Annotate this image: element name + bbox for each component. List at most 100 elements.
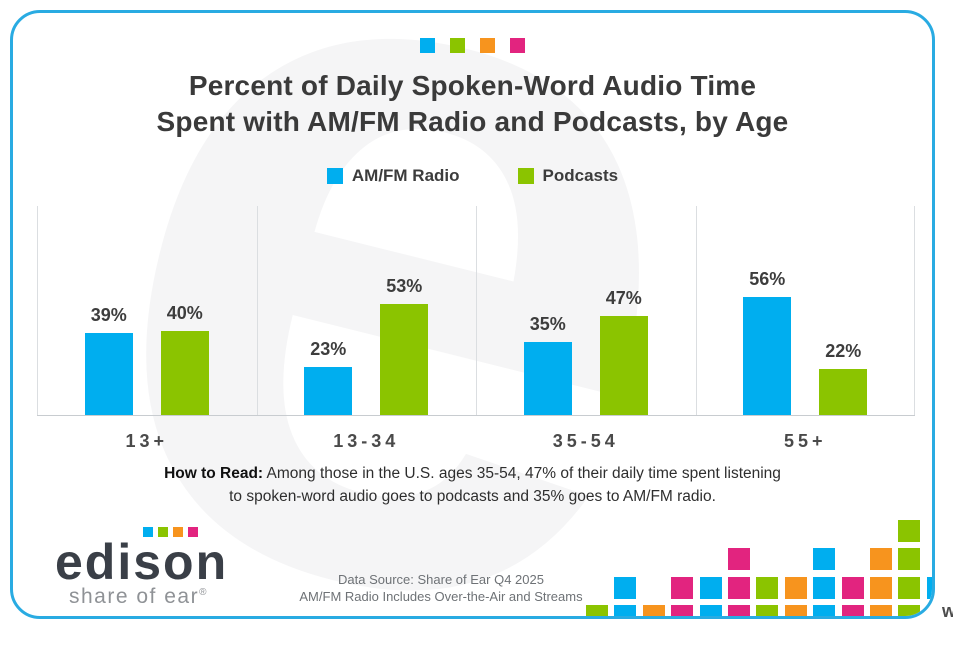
legend-label: Podcasts [542, 166, 619, 185]
equalizer-square [756, 605, 779, 616]
bar-am-fm-radio: 39% [84, 305, 133, 415]
bar-rect [304, 366, 353, 415]
legend-label: AM/FM Radio [351, 166, 460, 185]
equalizer-square [784, 576, 807, 599]
legend-swatch [326, 168, 343, 184]
equalizer-square [699, 605, 722, 616]
bar-value-label: 47% [605, 288, 642, 309]
logo-subtitle: share of ear® [69, 585, 270, 609]
bar-value-label: 39% [90, 305, 127, 326]
equalizer-square [813, 605, 836, 616]
data-source: Data Source: Share of Ear Q4 2025 AM/FM … [231, 571, 651, 605]
logo-accent-square [143, 527, 153, 537]
logo-wordmark: edison [55, 534, 229, 590]
bar-rect [380, 303, 429, 415]
bar-rect [743, 297, 792, 415]
bar-rect [819, 368, 868, 415]
title-line-2: Spent with AM/FM Radio and Podcasts, by … [156, 106, 789, 137]
plot-divider [914, 206, 915, 415]
legend-item-am-fm-radio: AM/FM Radio [326, 166, 460, 186]
equalizer-square [614, 576, 637, 599]
equalizer-square [841, 576, 864, 599]
plot-divider [256, 206, 258, 415]
equalizer-square [813, 576, 836, 599]
accent-square [480, 38, 495, 53]
equalizer-square [898, 576, 921, 599]
bar-am-fm-radio: 23% [304, 338, 353, 415]
plot-divider [476, 206, 477, 415]
equalizer-square [728, 548, 750, 571]
logo-accent-squares [143, 527, 270, 537]
bar-am-fm-radio: 35% [523, 313, 572, 415]
equalizer-square [813, 548, 836, 571]
equalizer-square [784, 605, 807, 616]
bar-value-label: 22% [825, 340, 862, 361]
equalizer-square [870, 576, 892, 599]
bar-value-label: 56% [749, 269, 786, 290]
category-label: 13+ [125, 431, 169, 451]
equalizer-square [728, 576, 750, 599]
chart-legend: AM/FM Radio Podcasts [13, 166, 932, 186]
category-label: 13-34 [333, 431, 400, 451]
equalizer-square [870, 605, 892, 616]
edison-logo: edison share of ear® [55, 527, 270, 609]
logo-accent-square [158, 527, 168, 537]
chart-card: e Percent of Daily Spoken-Word Audio Tim… [10, 10, 935, 619]
data-source-line-2: AM/FM Radio Includes Over-the-Air and St… [299, 589, 583, 604]
equalizer-square [586, 605, 608, 616]
equalizer-square [926, 576, 932, 599]
bar-group-13-34: 23% 53% [257, 206, 477, 415]
how-to-read: How to Read: Among those in the U.S. age… [13, 462, 932, 508]
how-to-read-line-2: to spoken-word audio goes to podcasts an… [229, 488, 716, 505]
category-label: 55+ [783, 431, 827, 451]
plot-divider [695, 206, 697, 415]
equalizer-square [756, 576, 779, 599]
legend-item-podcasts: Podcasts [517, 166, 619, 186]
category-labels: 13+ 13-34 35-54 55+ [37, 431, 915, 452]
legend-swatch [517, 168, 534, 184]
equalizer-square [898, 519, 921, 542]
logo-accent-square [188, 527, 198, 537]
bar-rect [160, 331, 209, 415]
chart-title: Percent of Daily Spoken-Word Audio Time … [13, 68, 932, 140]
bar-group-35-54: 35% 47% [476, 206, 696, 415]
bar-value-label: 35% [529, 313, 566, 334]
equalizer-square [699, 576, 722, 599]
equalizer-square [614, 605, 637, 616]
bar-rect [523, 341, 572, 415]
logo-accent-square [173, 527, 183, 537]
bar-rect [599, 316, 648, 415]
bar-podcasts: 22% [819, 340, 868, 415]
plot-divider [37, 206, 38, 415]
title-line-1: Percent of Daily Spoken-Word Audio Time [188, 70, 757, 101]
accent-square [420, 38, 435, 53]
category-label: 35-54 [552, 431, 619, 451]
registered-mark: ® [199, 587, 207, 598]
bar-group-55+: 56% 22% [696, 206, 916, 415]
plot-area: 39% 40% 23% 53% 35% 47% 56% 22% [37, 206, 915, 416]
accent-square [510, 38, 525, 53]
accent-squares-row [13, 38, 932, 53]
equalizer-decoration [586, 487, 932, 616]
equalizer-square [870, 548, 892, 571]
how-to-read-line-1: Among those in the U.S. ages 35-54, 47% … [266, 465, 781, 482]
data-source-line-1: Data Source: Share of Ear Q4 2025 [338, 572, 544, 587]
bar-value-label: 40% [166, 303, 203, 323]
accent-square [450, 38, 465, 53]
equalizer-square [898, 548, 921, 571]
bar-podcasts: 47% [599, 288, 648, 415]
equalizer-square [671, 576, 694, 599]
bar-group-13+: 39% 40% [37, 206, 257, 415]
bar-rect [84, 333, 133, 415]
bar-podcasts: 40% [160, 303, 209, 415]
bar-am-fm-radio: 56% [743, 269, 792, 415]
equalizer-square [926, 605, 932, 616]
equalizer-square [898, 605, 921, 616]
equalizer-square [841, 605, 864, 616]
logo-subtitle-text: share of ear [69, 585, 200, 608]
bar-podcasts: 53% [380, 275, 429, 415]
bar-value-label: 53% [386, 275, 423, 296]
clipped-edge-text: w [942, 601, 953, 621]
equalizer-square [728, 605, 750, 616]
bar-value-label: 23% [310, 338, 347, 359]
